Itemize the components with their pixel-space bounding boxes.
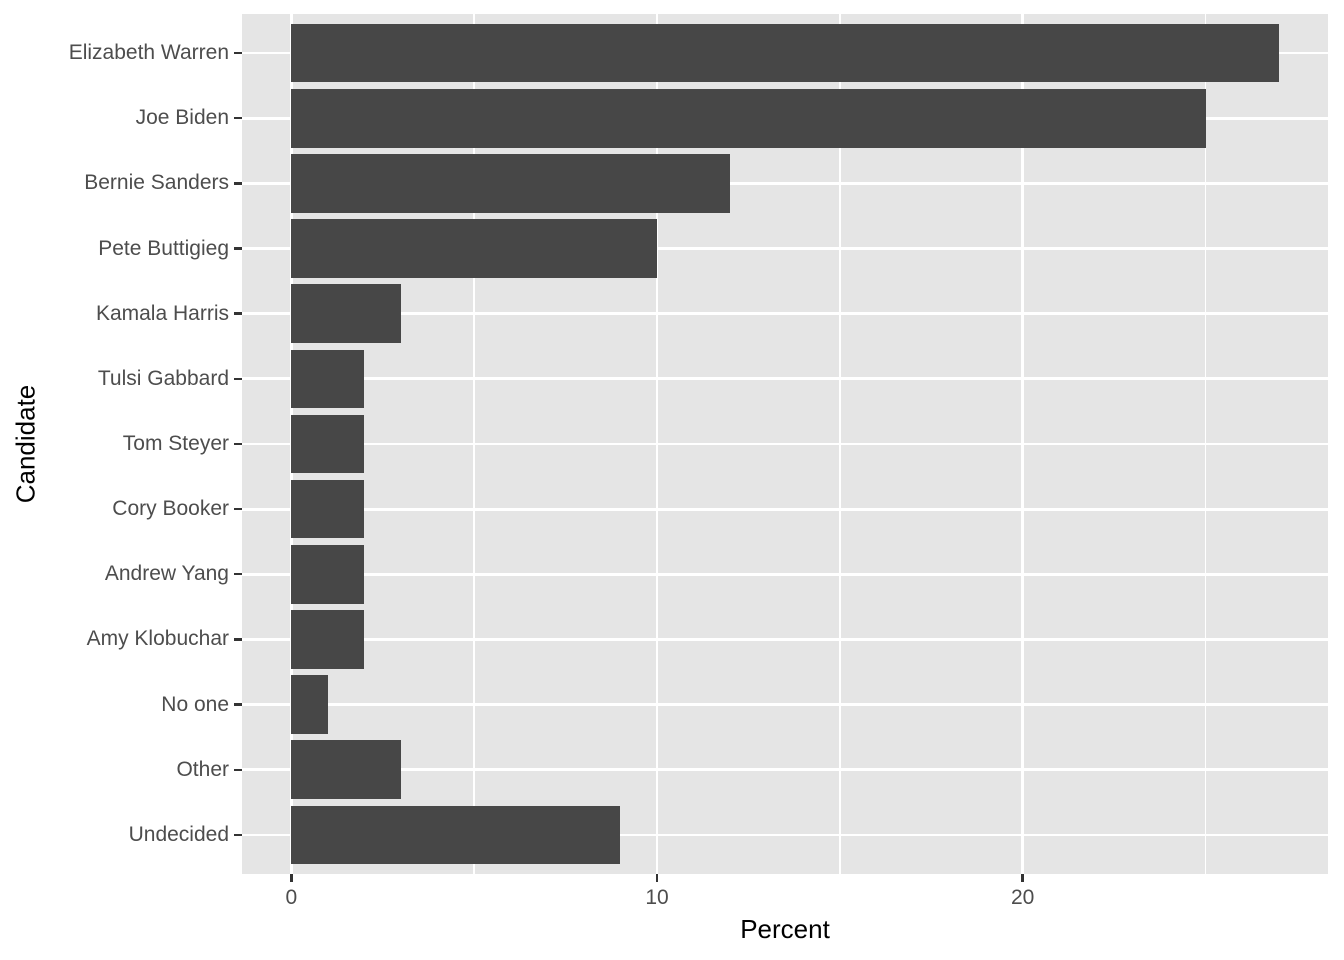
category-gridline	[242, 312, 1328, 316]
y-tick-mark	[234, 833, 242, 837]
y-tick-mark	[234, 182, 242, 185]
x-tick-mark	[655, 874, 659, 882]
category-gridline	[242, 507, 1328, 511]
y-axis-label: Other	[176, 757, 229, 781]
y-axis-label: Tulsi Gabbard	[97, 366, 229, 390]
category-gridline	[242, 833, 1328, 837]
y-tick-mark	[234, 51, 242, 55]
y-tick-mark	[234, 768, 242, 771]
y-axis-label: Kamala Harris	[95, 301, 229, 325]
category-gridline	[242, 181, 1328, 185]
y-axis-label: Undecided	[128, 822, 229, 846]
y-axis-label: Cory Booker	[112, 497, 229, 521]
y-tick-mark	[234, 638, 242, 641]
category-gridline	[242, 703, 1328, 706]
y-tick-mark	[234, 507, 242, 511]
y-tick-mark	[234, 442, 242, 446]
category-gridline	[242, 247, 1328, 250]
y-axis-label: Bernie Sanders	[84, 171, 229, 195]
x-tick-mark	[290, 874, 293, 882]
bar	[291, 610, 365, 669]
bar	[291, 805, 621, 865]
bar	[291, 349, 365, 409]
bar	[291, 154, 731, 213]
bar	[291, 23, 1279, 83]
y-tick-mark	[234, 377, 242, 381]
x-tick-mark	[1021, 874, 1024, 882]
category-gridline	[242, 377, 1328, 381]
x-tick-label: 10	[645, 886, 669, 909]
y-axis-label: Pete Buttigieg	[98, 236, 229, 260]
x-axis-title: Percent	[740, 914, 830, 944]
bar	[291, 675, 328, 734]
bar	[291, 414, 365, 474]
y-axis-label: Andrew Yang	[104, 562, 229, 586]
bar	[291, 219, 658, 278]
y-tick-mark	[234, 703, 242, 706]
plot-panel	[242, 14, 1328, 874]
bar	[291, 544, 365, 604]
y-tick-mark	[234, 573, 242, 576]
category-gridline	[242, 572, 1328, 576]
y-axis-label: Elizabeth Warren	[68, 41, 229, 65]
category-gridline	[242, 638, 1328, 641]
y-axis-label: Joe Biden	[135, 106, 229, 130]
y-tick-mark	[234, 312, 242, 315]
bar	[291, 740, 402, 800]
y-tick-mark	[234, 117, 242, 120]
y-tick-mark	[234, 247, 242, 250]
y-axis-label: Amy Klobuchar	[86, 627, 229, 651]
y-axis-label: Tom Steyer	[122, 432, 229, 455]
y-axis-label: No one	[161, 692, 229, 716]
bar	[291, 479, 365, 539]
x-tick-label: 20	[1010, 886, 1035, 909]
category-gridline	[242, 768, 1328, 772]
x-tick-label: 0	[285, 886, 298, 909]
bar	[291, 88, 1206, 148]
bar	[291, 284, 402, 343]
category-gridline	[242, 442, 1328, 446]
